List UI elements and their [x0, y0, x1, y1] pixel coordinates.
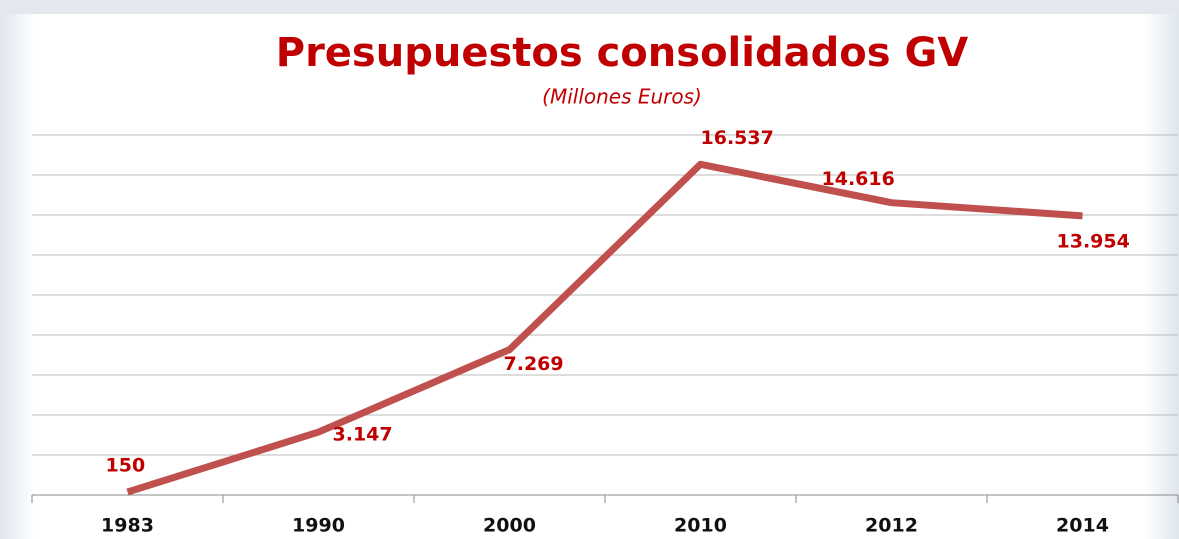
x-tick-label: 2000 [483, 515, 536, 537]
data-label: 13.954 [1057, 230, 1130, 252]
x-tick-label: 2014 [1056, 515, 1109, 537]
data-label: 16.537 [701, 127, 774, 149]
line [126, 160, 1083, 496]
data-label: 14.616 [822, 168, 895, 190]
data-label: 7.269 [504, 353, 564, 375]
data-label: 3.147 [333, 424, 393, 446]
x-tick-label: 1990 [292, 515, 345, 537]
chart-subtitle: (Millones Euros) [542, 85, 702, 109]
x-tick-label: 2012 [865, 515, 918, 537]
top-band [0, 0, 1179, 14]
chart-title: Presupuestos consolidados GV [276, 30, 969, 76]
x-tick-label: 1983 [101, 515, 154, 537]
x-tick-label: 2010 [674, 515, 727, 537]
data-label: 150 [106, 455, 146, 477]
